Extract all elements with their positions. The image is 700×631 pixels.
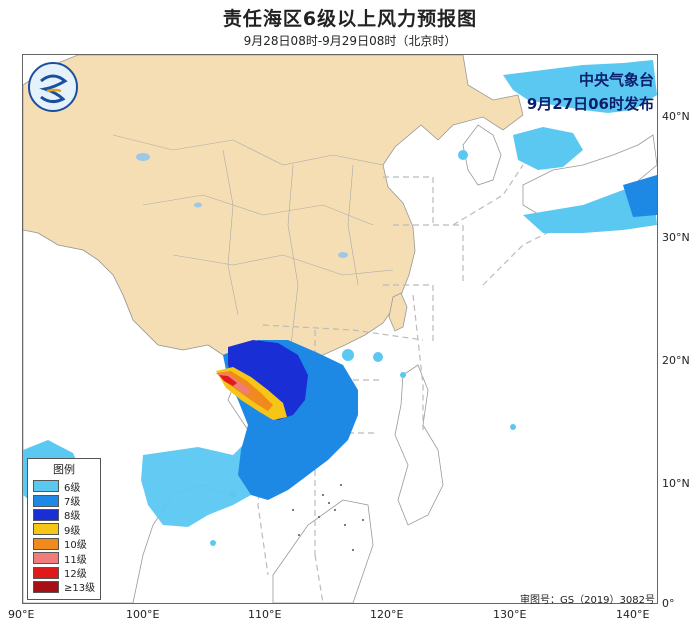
page-title: 责任海区6级以上风力预报图 (222, 8, 478, 30)
wind-area-6 (503, 60, 657, 113)
legend-swatch (33, 566, 59, 579)
lon-label: 120°E (370, 608, 404, 621)
legend-swatch (33, 480, 59, 493)
province-boundaries (112, 134, 394, 346)
lon-label: 130°E (493, 608, 527, 621)
philippines-land (394, 364, 444, 526)
lat-label: 0° (662, 597, 675, 610)
lat-label: 40°N (662, 110, 690, 123)
legend-label: 12级 (64, 569, 87, 581)
wind-area-6-scattered (210, 150, 516, 546)
legend-label: 6级 (64, 482, 81, 494)
forecast-map[interactable] (22, 54, 658, 604)
map-canvas (23, 55, 657, 603)
lon-label: 100°E (126, 608, 160, 621)
approval-number: 审图号：GS（2019）3082号 (520, 595, 655, 606)
lon-label: 90°E (8, 608, 35, 621)
issue-time: 9月27日06时发布 (526, 95, 654, 113)
cma-logo-icon (28, 62, 78, 112)
lat-label: 30°N (662, 231, 690, 244)
legend-item: 12级 (28, 565, 100, 581)
borneo-land (272, 499, 374, 603)
legend-swatch (33, 537, 59, 550)
lakes (136, 153, 348, 258)
legend-label: 11级 (64, 554, 87, 566)
legend-item: 7级 (28, 493, 100, 509)
taiwan-land (388, 292, 408, 332)
legend-title: 图例 (53, 463, 75, 476)
forecast-period: 9月28日08时-9月29日08时（北京时） (243, 34, 457, 48)
sea-area-boundaries (253, 164, 564, 603)
legend-item: 11级 (28, 551, 100, 566)
wind-area-12 (219, 375, 237, 386)
legend-swatch (33, 508, 59, 521)
lon-label: 140°E (616, 608, 650, 621)
legend-label: 8级 (64, 511, 81, 523)
korea-land (462, 124, 502, 186)
legend-swatch (33, 580, 59, 593)
legend-label: 9级 (64, 525, 81, 537)
legend-swatch (33, 523, 59, 536)
lat-label: 10°N (662, 477, 690, 490)
wind-area-6 (523, 185, 657, 233)
legend-swatch (33, 552, 59, 565)
legend: 图例 6级 7级 8级 9级 10级 11级 12级 ≥13级 (27, 458, 101, 600)
legend-label: 10级 (64, 540, 87, 552)
legend-label: ≥13级 (64, 583, 96, 595)
legend-item: 9级 (28, 522, 100, 537)
legend-item: 6级 (28, 479, 100, 494)
legend-item: 8级 (28, 508, 100, 522)
issuer-name: 中央气象台 (578, 71, 654, 89)
legend-label: 7级 (64, 497, 81, 509)
lon-label: 110°E (248, 608, 282, 621)
issuer-block: 中央气象台 9月27日06时发布 (527, 68, 654, 116)
wind-area-6 (513, 127, 583, 170)
island-dots (292, 484, 364, 551)
legend-item: 10级 (28, 537, 100, 551)
wind-area-7 (623, 175, 657, 217)
legend-item: ≥13级 (28, 580, 100, 594)
legend-swatch (33, 494, 59, 507)
lat-label: 20°N (662, 354, 690, 367)
